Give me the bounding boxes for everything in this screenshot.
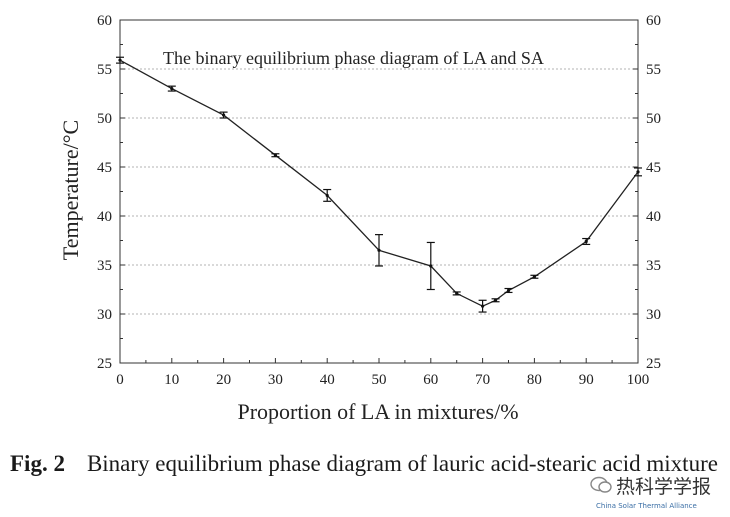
axis-ticks: 25 25 30 30 35 35 40 40 45 45 50 50 55 55 60 60 0 10 20 30 4… [97,13,661,388]
data-point [584,239,588,244]
figure-caption: Fig. 2 Binary equilibrium phase diagram o… [10,448,730,479]
data-point [636,170,640,174]
data-point [222,113,226,117]
watermark-text: 热科学学报 [616,476,712,498]
y-tick-label-right: 35 [646,258,661,274]
data-point [429,264,433,268]
x-tick-label: 30 [268,372,283,388]
y-tick-label-right: 25 [646,356,661,372]
data-point [118,58,122,62]
x-tick-label: 100 [627,372,650,388]
x-tick-label: 70 [475,372,490,388]
y-tick-label: 35 [97,258,112,274]
series-line [116,56,642,313]
figure-label: Fig. 2 [10,451,65,476]
chart-title: The binary equilibrium phase diagram of … [163,48,544,68]
y-tick-label: 45 [97,160,112,176]
y-tick-label: 50 [97,111,112,127]
grid-lines [120,68,638,315]
data-point [493,298,498,302]
data-point [532,275,537,279]
y-tick-label-right: 30 [646,307,661,323]
y-tick-label-right: 55 [646,62,661,78]
series-polyline [119,59,639,307]
y-axis-label: Temperature/°C [58,120,83,260]
figure-caption-text: Binary equilibrium phase diagram of laur… [86,451,718,476]
y-tick-label-right: 40 [646,209,661,225]
wechat-icon [590,476,612,493]
x-tick-label: 20 [216,372,231,388]
y-tick-label-right: 50 [646,111,661,127]
y-tick-label: 30 [97,307,112,323]
x-tick-label: 90 [579,372,594,388]
watermark-subtext: China Solar Thermal Alliance [596,502,697,510]
x-tick-label: 60 [423,372,438,388]
data-point [455,291,459,296]
x-tick-label: 50 [372,372,387,388]
data-point [170,87,174,91]
data-point [506,288,511,293]
plot-frame [119,19,639,364]
watermark: 热科学学报 China Solar Thermal Alliance [586,470,726,514]
data-point [481,304,485,308]
y-tick-label: 55 [97,62,112,78]
x-tick-label: 0 [116,372,124,388]
y-tick-label: 40 [97,209,112,225]
x-axis-label: Proportion of LA in mixtures/% [237,399,518,424]
y-tick-label: 60 [97,13,112,29]
chart: 25 25 30 30 35 35 40 40 45 45 50 50 55 55 60 60 0 10 20 30 4… [58,13,661,424]
y-tick-label-right: 60 [646,13,661,29]
x-tick-label: 40 [320,372,335,388]
data-point [325,193,329,198]
x-tick-label: 80 [527,372,542,388]
data-point [273,153,277,157]
y-tick-label: 25 [97,356,112,372]
x-tick-label: 10 [164,372,179,388]
y-tick-label-right: 45 [646,160,661,176]
data-point [377,248,381,252]
